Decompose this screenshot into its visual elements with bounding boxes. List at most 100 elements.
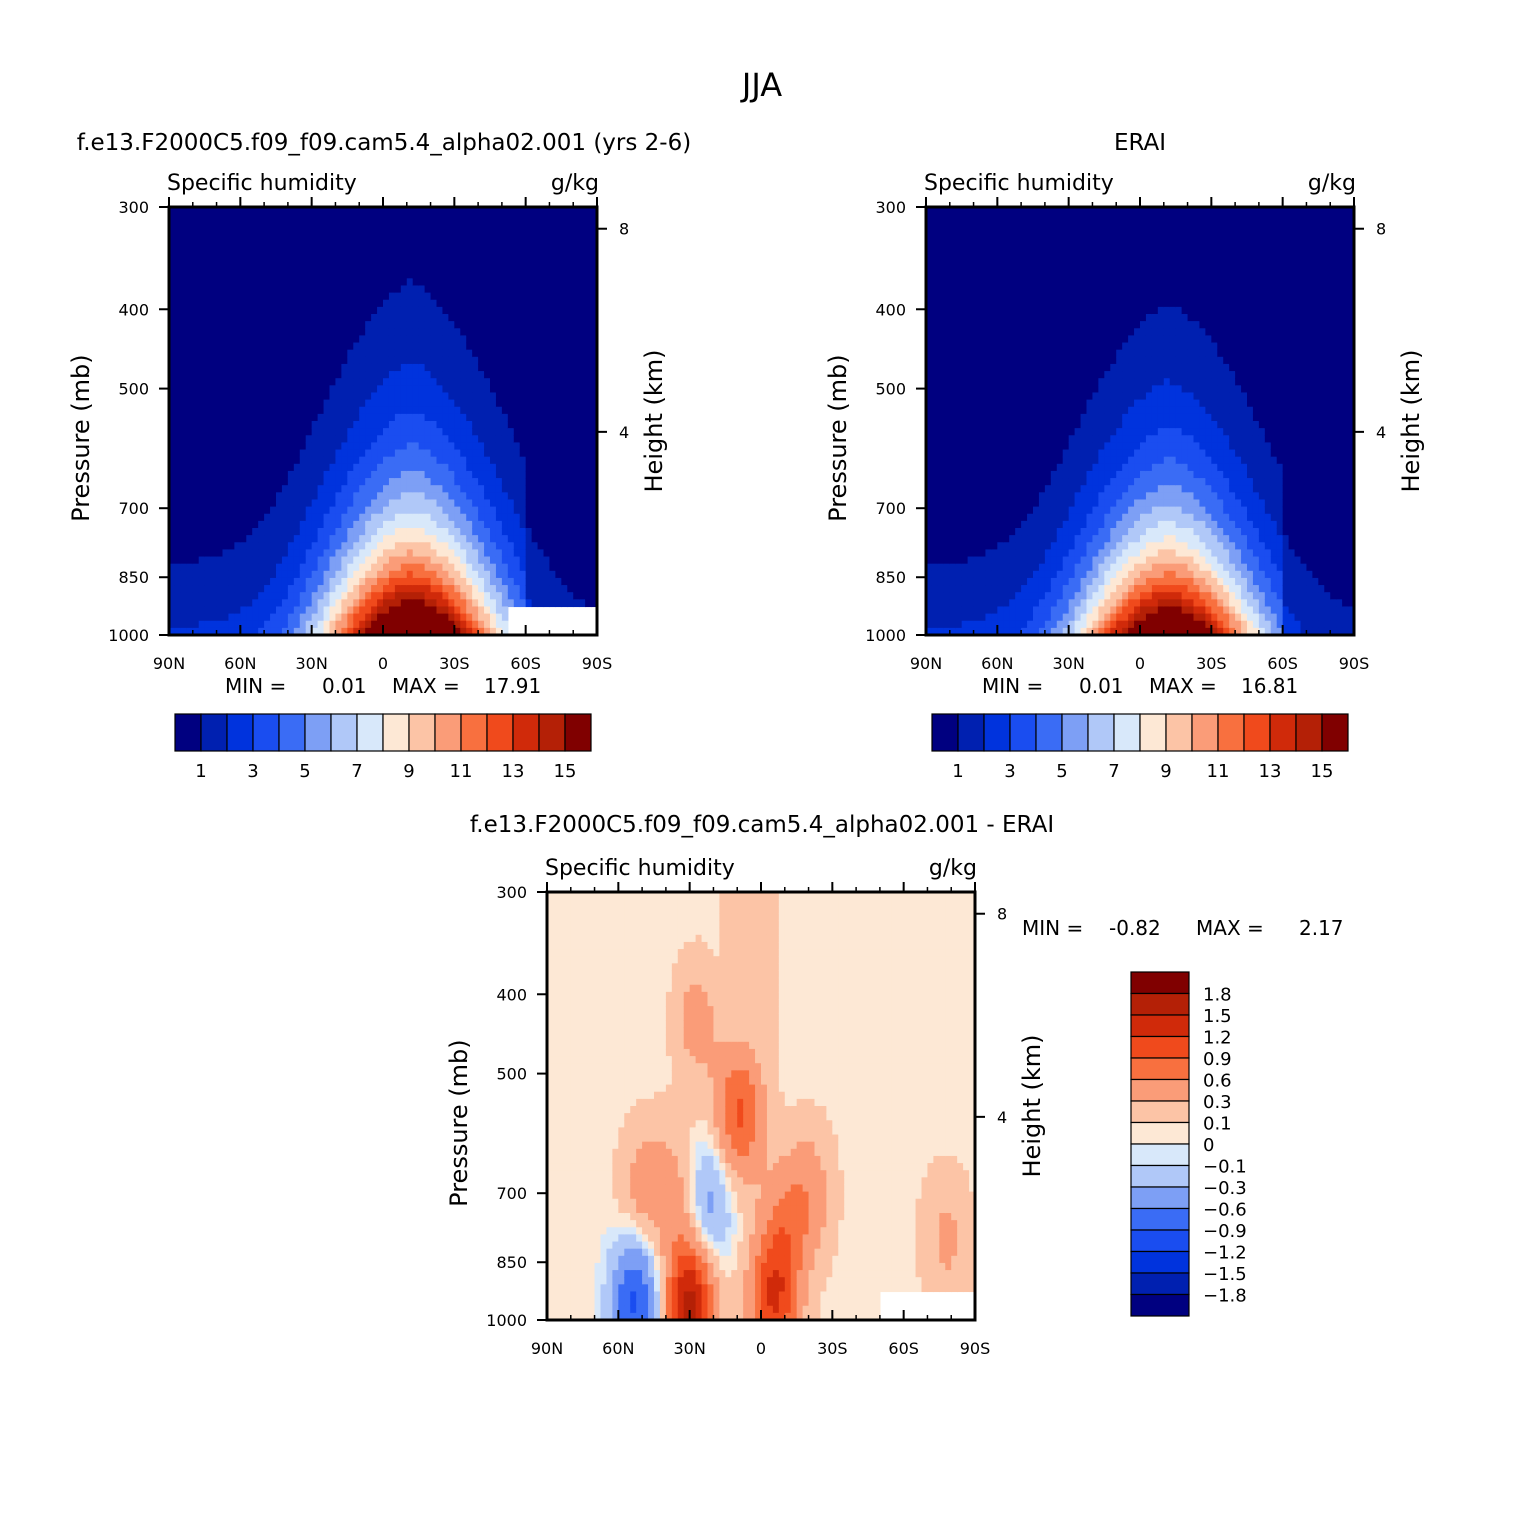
model-field-cell — [442, 278, 449, 287]
obs-field-cell — [949, 485, 957, 493]
model-field-cell — [258, 285, 265, 294]
model-field-cell — [513, 406, 521, 415]
model-field-cell — [478, 585, 485, 593]
model-field-cell — [436, 306, 444, 315]
model-field-cell — [216, 570, 224, 579]
obs-field-cell — [937, 235, 945, 244]
model-field-cell — [252, 306, 259, 315]
model-field-cell — [460, 221, 467, 229]
model-field-cell — [264, 528, 271, 536]
model-field-cell — [400, 556, 408, 565]
model-field-cell — [442, 349, 449, 358]
model-field-cell — [454, 577, 461, 586]
figure-title: JJA — [740, 66, 782, 104]
obs-field-cell — [985, 235, 992, 244]
model-field-cell — [216, 314, 224, 322]
model-field-cell — [567, 292, 574, 301]
model-field-cell — [258, 542, 265, 550]
model-field-cell — [293, 627, 301, 636]
model-field-cell — [180, 549, 188, 558]
model-field-cell — [424, 520, 432, 529]
model-field-cell — [555, 513, 562, 522]
model-field-cell — [377, 577, 384, 586]
model-field-cell — [406, 413, 414, 422]
model-field-cell — [454, 520, 461, 529]
model-field-cell — [258, 435, 265, 443]
model-field-cell — [400, 570, 408, 579]
model-field-cell — [276, 506, 283, 515]
model-field-cell — [430, 499, 438, 508]
model-field-cell — [406, 599, 414, 608]
model-field-cell — [388, 421, 396, 429]
model-field-cell — [276, 306, 283, 315]
model-field-cell — [359, 506, 366, 515]
model-field-cell — [525, 328, 533, 336]
model-field-cell — [466, 620, 473, 629]
model-field-cell — [329, 392, 337, 401]
model-field-cell — [484, 349, 491, 358]
model-field-cell — [424, 335, 432, 344]
obs-field-cell — [961, 535, 969, 543]
model-field-cell — [394, 328, 402, 336]
model-field-cell — [287, 321, 295, 329]
model-field-cell — [252, 435, 259, 443]
model-field-cell — [216, 371, 224, 379]
model-field-cell — [293, 556, 301, 565]
model-field-cell — [549, 592, 556, 600]
model-field-cell — [424, 264, 432, 272]
model-field-cell — [549, 506, 556, 515]
model-field-cell — [513, 456, 521, 465]
model-field-cell — [347, 421, 354, 429]
model-field-cell — [478, 335, 485, 344]
model-field-cell — [341, 406, 348, 415]
model-field-cell — [335, 627, 342, 636]
model-field-cell — [460, 542, 467, 550]
model-field-cell — [281, 321, 289, 329]
obs-field-cell — [926, 606, 933, 615]
obs-field-cell — [973, 235, 981, 244]
model-field-cell — [311, 592, 319, 600]
model-field-cell — [186, 399, 194, 408]
model-field-cell — [210, 221, 218, 229]
model-field-cell — [198, 378, 206, 386]
model-field-cell — [180, 506, 188, 515]
model-field-cell — [299, 249, 307, 258]
model-field-cell — [281, 235, 289, 244]
model-field-cell — [228, 285, 235, 294]
model-field-cell — [484, 428, 491, 436]
model-field-cell — [400, 342, 408, 351]
model-field-cell — [549, 314, 556, 322]
model-field-cell — [192, 392, 200, 401]
model-field-cell — [246, 528, 253, 536]
obs-field-cell — [926, 570, 933, 579]
model-field-cell — [264, 214, 271, 222]
model-field-cell — [436, 371, 444, 379]
model-field-cell — [543, 563, 551, 572]
model-field-cell — [525, 363, 533, 372]
model-field-cell — [555, 556, 562, 565]
model-field-cell — [513, 221, 521, 229]
obs-field-cell — [937, 428, 945, 436]
model-field-cell — [466, 335, 473, 344]
model-field-cell — [549, 520, 556, 529]
model-field-cell — [228, 627, 235, 636]
model-field-cell — [180, 292, 188, 301]
model-field-cell — [472, 385, 479, 394]
model-field-cell — [448, 613, 455, 622]
obs-field-cell — [961, 478, 969, 486]
model-field-cell — [186, 385, 194, 394]
model-field-cell — [430, 292, 438, 301]
model-field-cell — [210, 413, 218, 422]
model-field-cell — [252, 385, 259, 394]
model-field-cell — [567, 285, 574, 294]
model-field-cell — [555, 221, 562, 229]
model-field-cell — [531, 442, 539, 451]
model-field-cell — [383, 356, 390, 365]
model-field-cell — [507, 470, 515, 479]
model-field-cell — [240, 463, 247, 472]
model-field-cell — [353, 299, 360, 308]
obs-field-cell — [931, 442, 939, 451]
model-field-cell — [561, 385, 568, 394]
model-field-cell — [460, 478, 467, 486]
obs-field-cell — [931, 535, 939, 543]
